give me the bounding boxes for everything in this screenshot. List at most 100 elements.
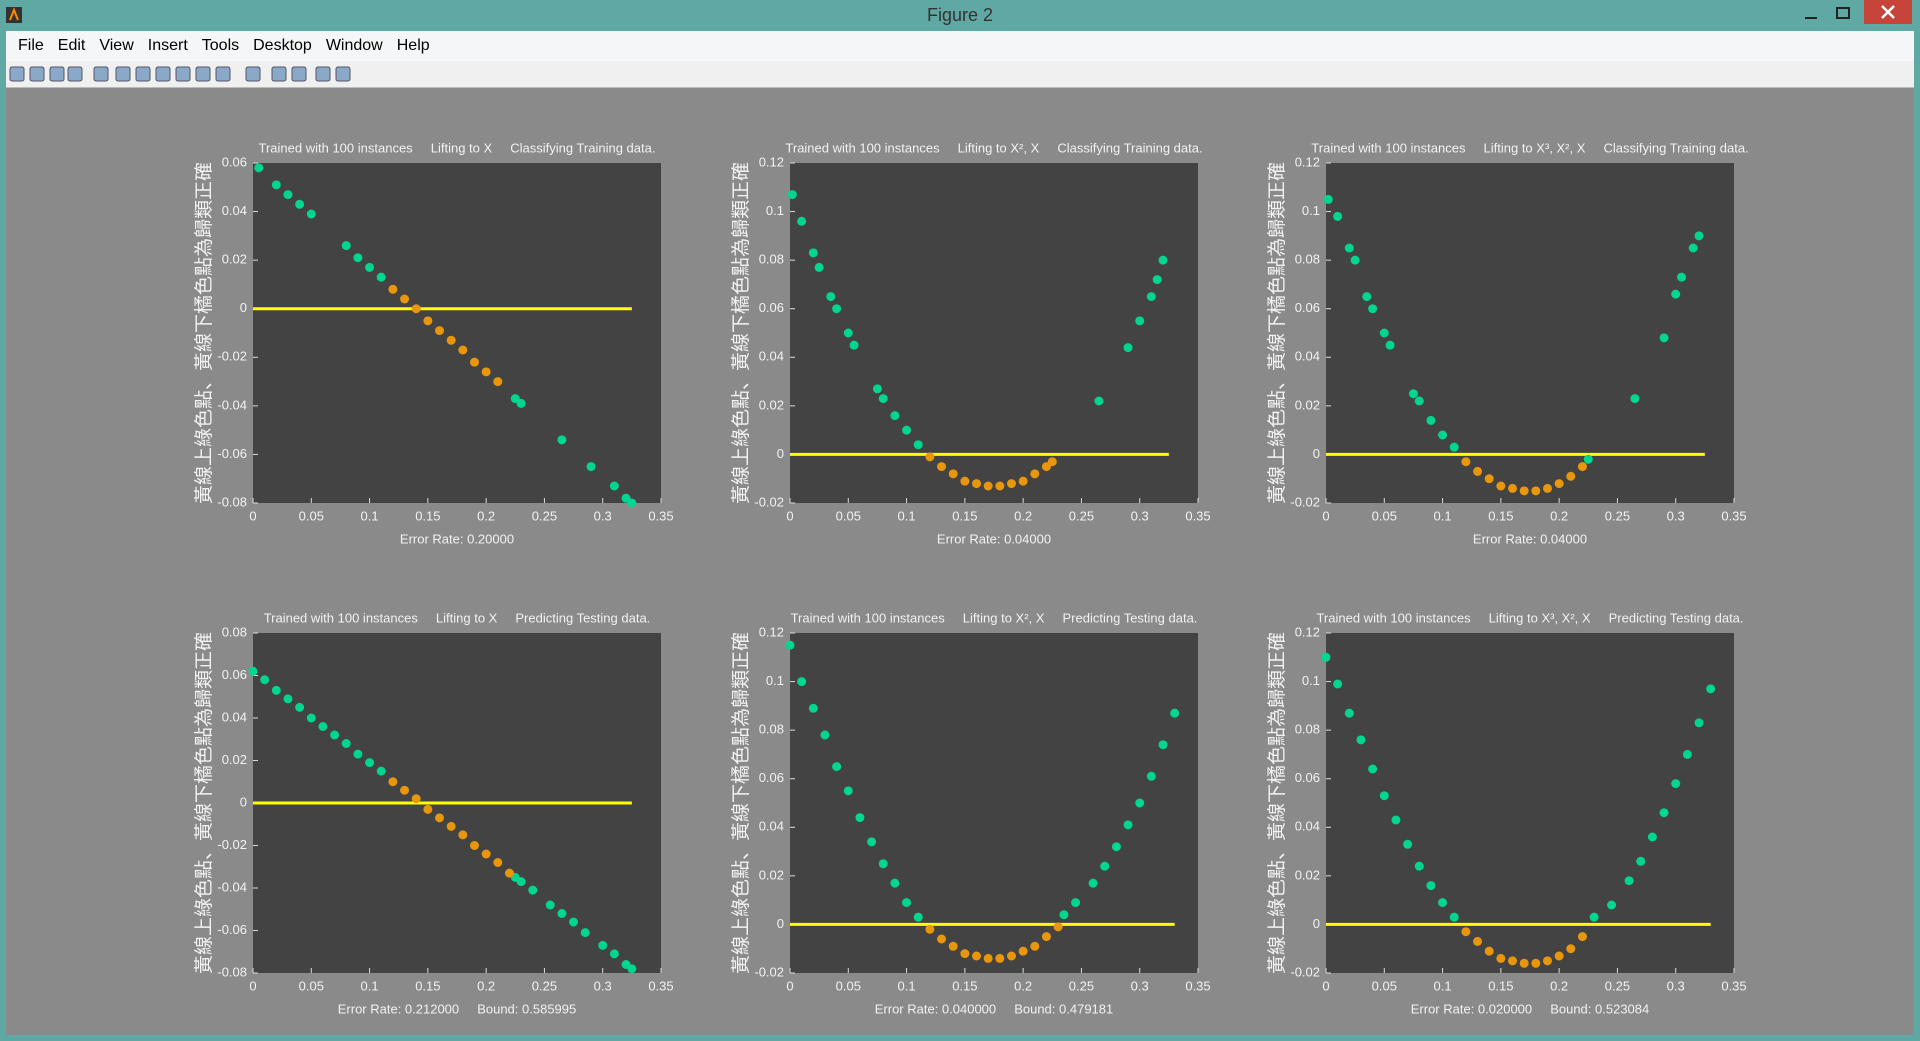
x-tick-label: 0 <box>1322 978 1329 993</box>
data-point <box>1146 771 1156 781</box>
data-point <box>1607 900 1617 910</box>
toolbar-button[interactable] <box>175 66 191 82</box>
x-tick-label: 0.25 <box>1069 978 1094 993</box>
toolbar-button[interactable] <box>195 66 211 82</box>
data-point <box>1350 255 1360 265</box>
y-tick-label: 0.02 <box>1295 397 1320 412</box>
x-tick-label: 0.1 <box>361 508 379 523</box>
data-point <box>318 722 328 731</box>
y-tick-label: 0 <box>777 916 784 931</box>
maximize-button[interactable] <box>1836 7 1850 19</box>
x-tick-label: 0.1 <box>361 978 379 993</box>
data-point <box>785 640 795 650</box>
data-point <box>400 785 410 795</box>
menu-item[interactable]: Edit <box>57 37 86 54</box>
menu-item[interactable]: View <box>99 37 134 54</box>
data-point <box>481 849 491 859</box>
y-tick-label: 0.06 <box>759 300 784 315</box>
data-point <box>787 190 797 200</box>
data-point <box>1496 481 1506 491</box>
data-point <box>1391 815 1401 825</box>
data-point <box>1449 442 1459 452</box>
axes-background <box>253 163 661 503</box>
data-point <box>1094 396 1104 406</box>
data-point <box>627 498 637 508</box>
toolbar-button[interactable] <box>335 66 351 82</box>
data-point <box>925 924 935 934</box>
toolbar-button[interactable] <box>155 66 171 82</box>
data-point <box>1566 944 1576 954</box>
data-point <box>545 900 555 910</box>
x-tick-label: 0.15 <box>1488 508 1513 523</box>
data-point <box>557 435 567 445</box>
data-point <box>1111 842 1121 852</box>
data-point <box>855 813 865 823</box>
data-point <box>469 357 479 367</box>
data-point <box>1542 956 1552 966</box>
data-point <box>493 858 503 867</box>
axes-background <box>790 163 1198 503</box>
menu-item[interactable]: Tools <box>201 37 240 54</box>
data-point <box>890 878 900 888</box>
data-point <box>1554 951 1564 961</box>
x-tick-label: 0.3 <box>594 978 612 993</box>
menu-item[interactable]: File <box>18 37 44 54</box>
data-point <box>878 859 888 869</box>
y-tick-label: 0.04 <box>222 709 247 724</box>
data-point <box>1484 474 1494 484</box>
toolbar-button[interactable] <box>9 66 25 82</box>
y-tick-label: 0.12 <box>759 624 784 639</box>
x-tick-label: 0.25 <box>1605 978 1630 993</box>
y-tick-label: 0.04 <box>759 819 784 834</box>
toolbar-button[interactable] <box>291 66 307 82</box>
toolbar-button[interactable] <box>215 66 231 82</box>
data-point <box>1152 275 1162 285</box>
toolbar-button[interactable] <box>315 66 331 82</box>
y-tick-label: 0.02 <box>222 752 247 767</box>
data-point <box>948 469 958 479</box>
data-point <box>1577 932 1587 942</box>
y-tick-label: 0.02 <box>222 252 247 267</box>
data-point <box>995 953 1005 963</box>
toolbar-button[interactable] <box>271 66 287 82</box>
toolbar-button[interactable] <box>49 66 65 82</box>
menu-item[interactable]: Desktop <box>253 37 312 54</box>
data-point <box>937 462 947 472</box>
x-tick-label: 0.15 <box>952 508 977 523</box>
toolbar-button[interactable] <box>93 66 109 82</box>
toolbar-button[interactable] <box>135 66 151 82</box>
toolbar-button[interactable] <box>67 66 83 82</box>
data-point <box>1438 430 1448 440</box>
y-tick-label: 0.12 <box>759 154 784 169</box>
data-point <box>458 345 468 355</box>
data-point <box>1694 718 1704 728</box>
toolbar-button[interactable] <box>115 66 131 82</box>
y-tick-label: 0.04 <box>759 349 784 364</box>
data-point <box>1566 471 1576 481</box>
x-tick-label: 0.05 <box>299 508 324 523</box>
y-axis-label: 黃線上綠色點、黃線下橘色點為歸類正確 <box>730 162 752 504</box>
x-tick-label: 0.05 <box>1372 978 1397 993</box>
data-point <box>1368 764 1378 774</box>
toolbar-button[interactable] <box>29 66 45 82</box>
data-point <box>1344 243 1354 253</box>
x-tick-label: 0.3 <box>1667 508 1685 523</box>
data-point <box>1473 466 1483 476</box>
x-tick-label: 0.05 <box>299 978 324 993</box>
toolbar-button[interactable] <box>245 66 261 82</box>
data-point <box>353 253 363 263</box>
data-point <box>598 940 608 950</box>
data-point <box>1426 881 1436 891</box>
toolbar-icons <box>9 66 351 82</box>
data-point <box>260 675 270 685</box>
menu-item[interactable]: Help <box>396 37 430 54</box>
menu-item[interactable]: Insert <box>147 37 188 54</box>
toolbar <box>6 61 1914 88</box>
data-point <box>1542 483 1552 493</box>
data-point <box>1706 684 1716 694</box>
x-tick-label: 0.05 <box>1372 508 1397 523</box>
x-axis-label: Error Rate: 0.04000 <box>1473 531 1587 546</box>
data-point <box>972 479 982 489</box>
menu-item[interactable]: Window <box>325 37 383 54</box>
data-point <box>1414 861 1424 871</box>
